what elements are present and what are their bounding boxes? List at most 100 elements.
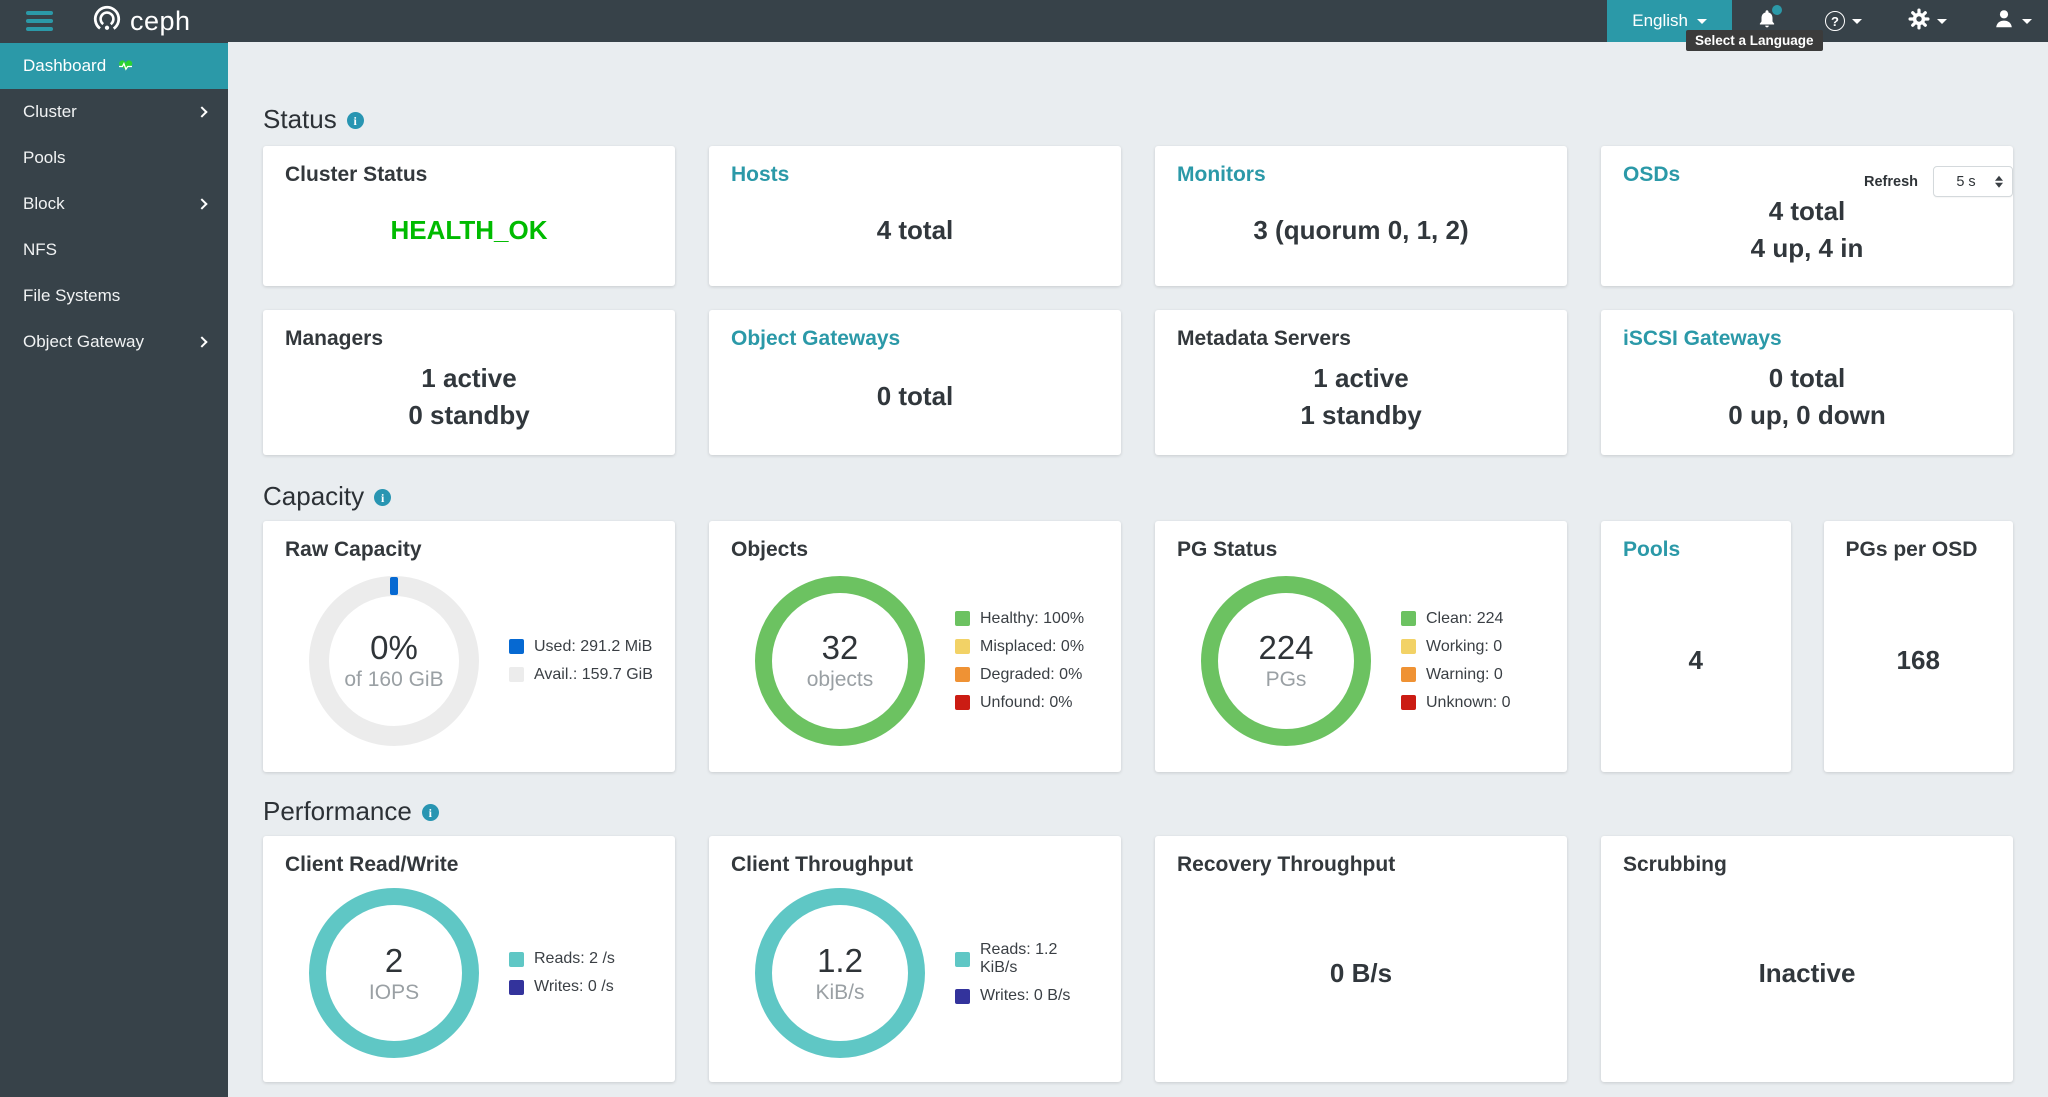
sidebar-item-block[interactable]: Block — [0, 181, 228, 227]
card-title: Cluster Status — [285, 163, 428, 186]
legend: Reads: 1.2 KiB/s Writes: 0 B/s — [955, 931, 1099, 1015]
donut-value: 0% — [370, 629, 418, 666]
chevron-down-icon — [1937, 18, 1947, 24]
card-object-gateways: Object Gateways 0 total — [709, 310, 1121, 455]
legend: Reads: 2 /s Writes: 0 /s — [509, 940, 615, 1006]
card-recovery-throughput: Recovery Throughput 0 B/s — [1155, 836, 1567, 1082]
settings-menu-button[interactable] — [1885, 0, 1970, 42]
card-title: Client Read/Write — [285, 853, 459, 876]
info-icon[interactable]: i — [421, 804, 439, 821]
legend-swatch — [955, 611, 970, 626]
card-monitors: Monitors 3 (quorum 0, 1, 2) — [1155, 146, 1567, 286]
legend-item: Healthy: 100% — [955, 610, 1084, 628]
language-selector-button[interactable]: English — [1607, 0, 1732, 42]
managers-active: 1 active — [421, 362, 517, 393]
card-pgs-per-osd: PGs per OSD 168 — [1823, 521, 2013, 772]
donut-value: 224 — [1258, 629, 1314, 666]
legend-item: Reads: 1.2 KiB/s — [955, 941, 1099, 977]
card-metadata-servers: Metadata Servers 1 active 1 standby — [1155, 310, 1567, 455]
sidebar-item-file-systems[interactable]: File Systems — [23, 286, 121, 305]
osds-link[interactable]: OSDs — [1623, 163, 1681, 186]
card-pools: Pools 4 — [1601, 521, 1791, 772]
legend-item: Writes: 0 /s — [509, 978, 615, 996]
legend-swatch — [955, 695, 970, 710]
help-menu-button[interactable]: ? — [1802, 0, 1885, 42]
legend-item: Warning: 0 — [1401, 666, 1511, 684]
card-objects: Objects 32 objects Healthy: 100% — [709, 521, 1121, 772]
sidebar-nav: Dashboard ❤ Cluster Pools Block NFS File… — [0, 42, 228, 1097]
client-read-write-donut-chart: 2 IOPS — [309, 888, 479, 1058]
pg-status-donut-chart: 224 PGs — [1201, 575, 1371, 746]
donut-sublabel: PGs — [1265, 668, 1307, 691]
gear-icon — [1908, 8, 1930, 35]
user-icon — [1993, 8, 2015, 35]
legend-item: Working: 0 — [1401, 638, 1511, 656]
scrubbing-status: Inactive — [1758, 957, 1856, 988]
navbar-actions: English ? — [1607, 0, 2048, 42]
hosts-link[interactable]: Hosts — [731, 163, 790, 186]
legend-swatch — [509, 951, 524, 967]
refresh-interval-value: 5 s — [1956, 173, 1976, 190]
ceph-logo-icon — [91, 3, 123, 40]
legend-item: Avail.: 159.7 GiB — [509, 666, 653, 684]
help-icon: ? — [1825, 11, 1845, 31]
client-throughput-donut-chart: 1.2 KiB/s — [755, 888, 925, 1058]
card-title: Objects — [731, 538, 809, 561]
language-label: English — [1632, 11, 1688, 30]
mds-standby: 1 standby — [1300, 399, 1422, 430]
refresh-control: Refresh 5 s — [1864, 166, 2013, 197]
info-icon[interactable]: i — [346, 112, 364, 129]
chevron-right-icon — [196, 336, 208, 348]
notifications-button[interactable] — [1732, 0, 1802, 42]
capacity-cards: Raw Capacity 0% of 160 GiB Used: 291.2 M… — [263, 521, 2013, 772]
ceph-logo[interactable]: ceph — [91, 3, 191, 40]
sidebar-item-dashboard[interactable]: Dashboard ❤ — [0, 43, 228, 89]
legend-swatch — [955, 988, 970, 1004]
legend-swatch — [509, 667, 524, 682]
legend-swatch — [955, 951, 970, 967]
brand-name: ceph — [130, 5, 191, 36]
legend-item: Used: 291.2 MiB — [509, 638, 653, 656]
performance-cards: Client Read/Write 2 IOPS Reads: 2 /s — [263, 836, 2013, 1082]
status-cards: Cluster Status HEALTH_OK Hosts 4 total M… — [263, 146, 2013, 455]
info-icon[interactable]: i — [374, 489, 392, 506]
card-title: Metadata Servers — [1177, 327, 1351, 350]
user-menu-button[interactable] — [1970, 0, 2048, 42]
sidebar-item-cluster[interactable]: Cluster — [0, 89, 228, 135]
refresh-interval-select[interactable]: 5 s — [1933, 166, 2013, 197]
mds-active: 1 active — [1313, 362, 1409, 393]
card-iscsi-gateways: iSCSI Gateways 0 total 0 up, 0 down — [1601, 310, 2013, 455]
pools-link[interactable]: Pools — [1623, 538, 1681, 561]
object-gateways-total: 0 total — [876, 381, 954, 411]
monitors-value: 3 (quorum 0, 1, 2) — [1253, 214, 1469, 245]
legend-item: Writes: 0 B/s — [955, 987, 1099, 1005]
hosts-value: 4 total — [876, 214, 954, 245]
object-gateways-link[interactable]: Object Gateways — [731, 327, 901, 350]
menu-toggle-icon[interactable] — [26, 11, 53, 31]
donut-sublabel: KiB/s — [815, 980, 865, 1004]
pools-count: 4 — [1688, 645, 1703, 675]
sidebar-item-nfs[interactable]: NFS — [23, 240, 57, 259]
dashboard-content: Refresh 5 s Status i Cluster Status HEAL… — [228, 104, 2048, 1097]
legend: Used: 291.2 MiB Avail.: 159.7 GiB — [509, 628, 653, 694]
donut-value: 32 — [821, 629, 859, 666]
card-title: Client Throughput — [731, 853, 913, 876]
iscsi-up-down: 0 up, 0 down — [1728, 399, 1886, 430]
sidebar-item-pools[interactable]: Pools — [23, 148, 66, 167]
sidebar-item-object-gateway[interactable]: Object Gateway — [0, 319, 228, 365]
legend-item: Reads: 2 /s — [509, 950, 615, 968]
iscsi-gateways-link[interactable]: iSCSI Gateways — [1623, 327, 1782, 350]
legend-item: Degraded: 0% — [955, 666, 1084, 684]
card-title: PGs per OSD — [1845, 538, 1978, 561]
monitors-link[interactable]: Monitors — [1177, 163, 1266, 186]
card-client-read-write: Client Read/Write 2 IOPS Reads: 2 /s — [263, 836, 675, 1082]
card-title: PG Status — [1177, 538, 1278, 561]
donut-value: 1.2 — [817, 941, 863, 979]
language-tooltip: Select a Language — [1686, 30, 1823, 51]
donut-sublabel: of 160 GiB — [344, 668, 444, 691]
legend-item: Clean: 224 — [1401, 610, 1511, 628]
status-section-title: Status i — [263, 104, 2013, 134]
top-navbar: ceph English ? — [0, 0, 2048, 42]
legend-swatch — [1401, 695, 1416, 710]
notification-badge — [1772, 4, 1782, 15]
